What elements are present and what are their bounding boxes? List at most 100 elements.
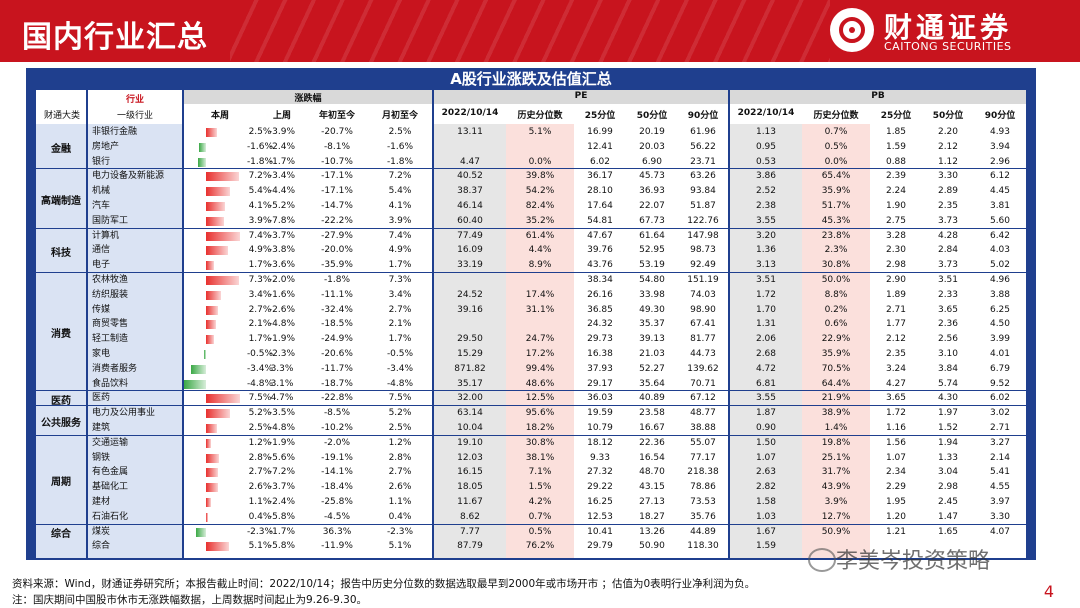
table-cell: 77.17	[690, 452, 716, 463]
table-cell: 70.5%	[821, 363, 851, 374]
table-cell: 5.1%	[248, 541, 272, 552]
table-cell: 31.7%	[821, 467, 851, 478]
table-cell: 3.10	[937, 349, 959, 359]
table-cell: 3.73	[937, 215, 959, 226]
table-cell: -1.9%	[268, 437, 296, 448]
table-cell: 98.90	[690, 304, 716, 315]
table-cell: -10.2%	[321, 423, 353, 433]
table-cell: 18.05	[457, 482, 483, 493]
table-cell: -14.7%	[321, 201, 353, 211]
table-cell: 54.80	[639, 275, 665, 285]
industry-name: 建筑	[92, 423, 111, 433]
weekly-change-bar	[206, 187, 231, 197]
table-cell: 67.12	[690, 393, 716, 404]
table-cell: 0.53	[755, 156, 777, 167]
table-cell: 7.2%	[388, 171, 412, 182]
table-cell: 2.14	[989, 452, 1011, 463]
table-cell: 1.21	[885, 526, 907, 537]
table-cell: 4.07	[989, 526, 1011, 537]
table-cell: 2.5%	[248, 127, 272, 137]
table-cell: 7.3%	[248, 275, 272, 285]
table-cell: 3.24	[885, 363, 907, 374]
company-logo: 财通证券 CAITONG SECURITIES	[830, 4, 1050, 58]
table-cell: -2.0%	[268, 275, 296, 285]
table-cell: 4.30	[937, 393, 959, 404]
table-cell: 2.35	[885, 349, 907, 359]
weekly-change-bar	[206, 202, 225, 211]
weekly-change-bar	[206, 261, 214, 271]
table-cell: 99.4%	[525, 363, 555, 374]
table-cell: 36.3%	[322, 526, 352, 537]
subheader-2: 年初至今	[318, 111, 355, 121]
table-cell: 45.3%	[821, 215, 851, 226]
table-cell: -3.9%	[268, 127, 296, 137]
weekly-change-bar	[206, 394, 240, 404]
table-cell: 4.01	[989, 349, 1011, 359]
table-cell: 8.62	[459, 511, 481, 522]
category-divider	[36, 168, 1026, 170]
group-label-change: 涨跌幅	[294, 94, 322, 104]
industry-name: 农林牧渔	[92, 275, 129, 285]
table-cell: 2.12	[885, 334, 907, 345]
table-cell	[506, 274, 574, 286]
table-cell: 1.7%	[388, 260, 412, 271]
table-cell: 61.64	[639, 230, 665, 241]
weekly-change-bar	[206, 290, 222, 300]
table-cell: -18.5%	[321, 319, 353, 330]
table-cell: 16.38	[587, 349, 613, 359]
industry-name: 计算机	[92, 230, 120, 241]
source-note: 资料来源：Wind，财通证券研究所；本报告截止时间：2022/10/14；报告中…	[12, 578, 756, 590]
table-cell: -3.7%	[268, 482, 296, 493]
table-cell: 36.85	[587, 304, 613, 315]
subheader-12: 50分位	[932, 111, 964, 121]
table-cell: -10.7%	[321, 156, 353, 167]
category-divider	[36, 434, 1026, 436]
column-divider-3	[728, 90, 730, 558]
table-cell: 2.6%	[248, 482, 272, 493]
table-cell: 2.89	[937, 186, 959, 197]
table-cell: 2.8%	[388, 452, 412, 463]
table-cell: 2.63	[755, 467, 777, 478]
table-cell: 7.3%	[388, 275, 412, 285]
table-cell: 21.9%	[821, 393, 851, 404]
table-cell: 3.51	[937, 275, 959, 285]
table-cell: 2.82	[755, 482, 777, 493]
table-cell: -3.7%	[268, 230, 296, 241]
weekly-change-bar	[195, 527, 206, 537]
table-cell: 7.5%	[248, 393, 272, 404]
table-cell: -27.9%	[321, 230, 353, 241]
table-cell: 2.6%	[388, 482, 412, 493]
table-cell: 23.8%	[821, 230, 851, 241]
category-divider	[36, 523, 1026, 525]
weekly-change-bar	[206, 276, 240, 285]
table-cell: 4.28	[937, 230, 959, 241]
table-cell: -3.4%	[246, 363, 274, 374]
table-cell: 2.96	[989, 156, 1011, 167]
table-cell: -17.1%	[321, 171, 353, 182]
table-cell: 12.53	[587, 511, 613, 522]
table-cell	[434, 141, 506, 153]
table-cell: 20.03	[639, 141, 665, 152]
table-cell: 23.58	[639, 408, 665, 419]
table-cell: 3.94	[989, 141, 1011, 152]
industry-column-bg	[86, 124, 182, 558]
table-cell: 27.32	[587, 467, 613, 478]
table-cell: 74.03	[690, 289, 716, 300]
table-cell: 4.93	[989, 127, 1011, 137]
table-cell: 139.62	[687, 363, 719, 374]
table-cell: 2.5%	[248, 423, 272, 433]
table-cell: -0.5%	[386, 349, 414, 359]
table-cell: 46.14	[457, 201, 483, 211]
table-cell: 4.7%	[270, 393, 294, 404]
table-cell: 2.30	[885, 245, 907, 256]
table-cell: -4.8%	[268, 319, 296, 330]
table-cell: 67.73	[639, 215, 665, 226]
table-cell: 35.2%	[525, 215, 555, 226]
table-cell: 4.1%	[248, 201, 272, 211]
table-cell: 1.7%	[248, 334, 272, 345]
table-cell: 61.96	[690, 127, 716, 137]
table-cell: -1.6%	[268, 289, 296, 300]
table-cell: 0.90	[755, 423, 777, 433]
table-cell: 4.2%	[528, 497, 552, 507]
table-cell: 49.30	[639, 304, 665, 315]
